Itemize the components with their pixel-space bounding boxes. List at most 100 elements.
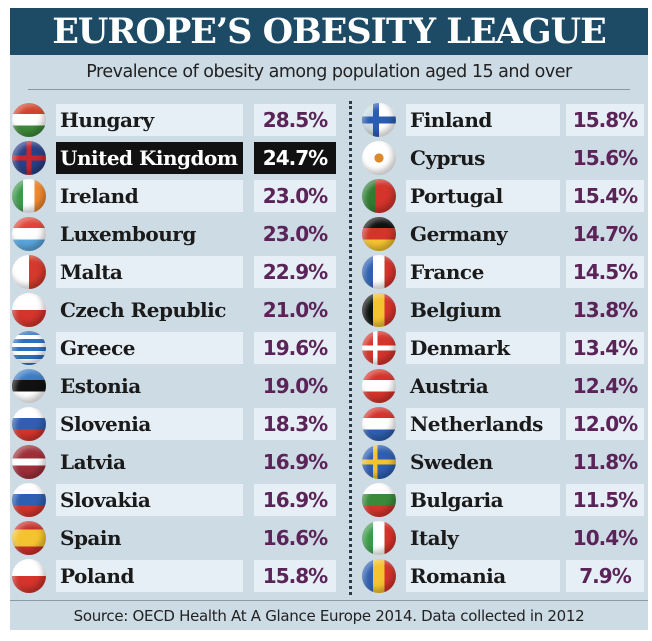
country-name: Netherlands	[406, 408, 560, 440]
country-name: Bulgaria	[406, 484, 560, 516]
table-row: Austria 12.4%	[360, 367, 648, 405]
country-name: Denmark	[406, 332, 560, 364]
right-column: Finland 15.8% Cyprus 15.6% Portugal 15.4% Germ…	[360, 101, 648, 595]
obesity-value: 23.0%	[254, 180, 336, 212]
obesity-value: 16.6%	[262, 526, 328, 550]
country-name: Hungary	[56, 104, 243, 136]
flag-icon	[12, 331, 46, 365]
source-note: Source: OECD Health At A Glance Europe 2…	[10, 600, 648, 631]
flag-icon	[362, 179, 396, 213]
table-row: Finland 15.8%	[360, 101, 648, 139]
obesity-value: 13.8%	[572, 298, 638, 322]
country-name: Romania	[406, 560, 560, 592]
flag-icon	[12, 521, 46, 555]
flag-icon	[12, 559, 46, 593]
flag-icon	[12, 255, 46, 289]
country-name: United Kingdom	[56, 142, 243, 174]
obesity-value: 14.7%	[572, 222, 638, 246]
country-name: Portugal	[406, 180, 560, 212]
obesity-value: 12.4%	[572, 374, 638, 398]
country-name: Ireland	[56, 180, 243, 212]
table-row: Slovenia 18.3%	[10, 405, 340, 443]
table-row: Denmark 13.4%	[360, 329, 648, 367]
country-name: Cyprus	[410, 146, 485, 170]
table-row: Greece 19.6%	[10, 329, 340, 367]
flag-icon	[362, 103, 396, 137]
table-row: Spain 16.6%	[10, 519, 340, 557]
country-name: Greece	[56, 332, 243, 364]
table-row: Portugal 15.4%	[360, 177, 648, 215]
obesity-value: 19.0%	[262, 374, 328, 398]
flag-icon	[362, 445, 396, 479]
infographic: EUROPE’S OBESITY LEAGUE Prevalence of ob…	[10, 8, 648, 630]
table-row: Italy 10.4%	[360, 519, 648, 557]
table-row: Poland 15.8%	[10, 557, 340, 595]
flag-icon	[362, 331, 396, 365]
flag-icon	[362, 255, 396, 289]
flag-icon	[12, 445, 46, 479]
obesity-value: 15.8%	[566, 104, 644, 136]
table-row: Bulgaria 11.5%	[360, 481, 648, 519]
country-name: Belgium	[410, 298, 502, 322]
page-title: EUROPE’S OBESITY LEAGUE	[10, 8, 648, 55]
obesity-value: 22.9%	[254, 256, 336, 288]
table-row: Luxembourg 23.0%	[10, 215, 340, 253]
table-row: Cyprus 15.6%	[360, 139, 648, 177]
table-row: Latvia 16.9%	[10, 443, 340, 481]
table-row: Romania 7.9%	[360, 557, 648, 595]
obesity-value: 16.9%	[254, 484, 336, 516]
obesity-value: 23.0%	[262, 222, 328, 246]
obesity-value: 15.4%	[566, 180, 644, 212]
left-column: Hungary 28.5% United Kingdom 24.7% Ireland 23…	[10, 101, 340, 595]
country-name: Finland	[406, 104, 560, 136]
obesity-value: 13.4%	[566, 332, 644, 364]
country-name: Estonia	[60, 374, 141, 398]
country-name: Czech Republic	[60, 298, 226, 322]
obesity-value: 15.8%	[254, 560, 336, 592]
table-row: Czech Republic 21.0%	[10, 291, 340, 329]
table-row: Germany 14.7%	[360, 215, 648, 253]
country-name: Luxembourg	[60, 222, 196, 246]
flag-icon	[12, 407, 46, 441]
table-row: United Kingdom 24.7%	[10, 139, 340, 177]
obesity-value: 7.9%	[566, 560, 644, 592]
table-row: Malta 22.9%	[10, 253, 340, 291]
country-name: Slovakia	[56, 484, 243, 516]
obesity-value: 15.6%	[572, 146, 638, 170]
table-row: Sweden 11.8%	[360, 443, 648, 481]
flag-icon	[362, 483, 396, 517]
obesity-value: 21.0%	[262, 298, 328, 322]
obesity-value: 11.5%	[566, 484, 644, 516]
table-row: Hungary 28.5%	[10, 101, 340, 139]
subtitle: Prevalence of obesity among population a…	[28, 55, 630, 90]
country-name: Sweden	[410, 450, 493, 474]
obesity-value: 11.8%	[572, 450, 638, 474]
flag-icon	[12, 483, 46, 517]
obesity-value: 28.5%	[254, 104, 336, 136]
table-row: Netherlands 12.0%	[360, 405, 648, 443]
dotted-divider	[349, 101, 352, 595]
flag-icon	[362, 141, 396, 175]
obesity-value: 16.9%	[262, 450, 328, 474]
flag-icon	[362, 407, 396, 441]
obesity-value: 24.7%	[254, 142, 336, 174]
obesity-value: 14.5%	[566, 256, 644, 288]
flag-icon	[12, 369, 46, 403]
league-table: Hungary 28.5% United Kingdom 24.7% Ireland 23…	[10, 101, 648, 595]
flag-icon	[362, 559, 396, 593]
table-row: Slovakia 16.9%	[10, 481, 340, 519]
flag-icon	[362, 369, 396, 403]
flag-icon	[362, 293, 396, 327]
country-name: Spain	[60, 526, 122, 550]
obesity-value: 12.0%	[566, 408, 644, 440]
country-name: Latvia	[60, 450, 126, 474]
flag-icon	[12, 217, 46, 251]
flag-icon	[12, 293, 46, 327]
country-name: Germany	[410, 222, 508, 246]
country-name: Malta	[56, 256, 243, 288]
country-name: Austria	[410, 374, 489, 398]
table-row: Estonia 19.0%	[10, 367, 340, 405]
country-name: Slovenia	[56, 408, 243, 440]
obesity-value: 19.6%	[254, 332, 336, 364]
flag-icon	[12, 179, 46, 213]
